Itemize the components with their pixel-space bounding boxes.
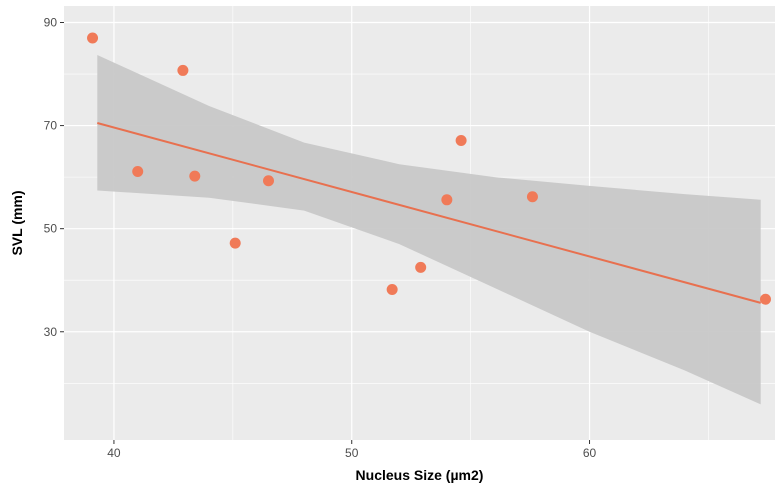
- data-point: [263, 175, 275, 187]
- y-tick-label: 90: [44, 15, 58, 29]
- x-tick-label: 40: [107, 446, 121, 460]
- data-point: [441, 194, 453, 206]
- data-point: [526, 191, 538, 203]
- data-point: [189, 170, 201, 182]
- x-axis-ticks: 40 50 60: [107, 440, 597, 460]
- data-point: [415, 261, 427, 273]
- data-point: [177, 64, 189, 76]
- data-points: [87, 32, 771, 305]
- y-tick-label: 50: [44, 222, 58, 236]
- y-tick-label: 70: [44, 119, 58, 133]
- x-axis-title: Nucleus Size (µm2): [356, 467, 484, 483]
- y-axis-title: SVL (mm): [9, 190, 25, 255]
- data-point: [455, 135, 467, 147]
- data-point: [229, 237, 241, 249]
- trend-line: [97, 122, 761, 304]
- data-point: [386, 283, 398, 295]
- x-tick-label: 50: [345, 446, 359, 460]
- y-axis-ticks: 30 50 70 90: [44, 15, 64, 339]
- x-tick-label: 60: [583, 446, 597, 460]
- data-point: [87, 32, 99, 44]
- y-tick-label: 30: [44, 325, 58, 339]
- data-point: [759, 293, 771, 305]
- confidence-band: [97, 55, 761, 405]
- data-point: [132, 165, 144, 177]
